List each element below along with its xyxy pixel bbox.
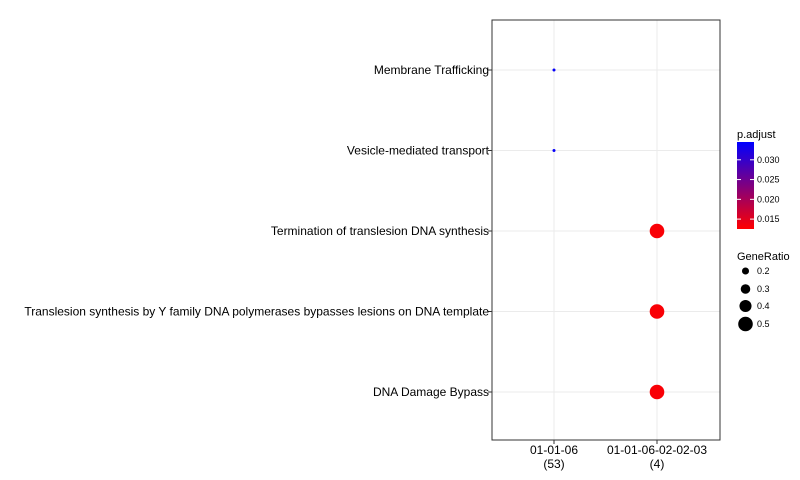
panel-background [492, 20, 720, 440]
size-legend-dot [739, 299, 752, 313]
x-axis: 01-01-06(53) 01-01-06-02-02-03(4) [530, 440, 707, 471]
grid-lines [492, 20, 720, 440]
x-tick-label: 01-01-06 [530, 443, 578, 457]
color-legend-tick-label: 0.015 [757, 214, 780, 224]
y-tick-label: DNA Damage Bypass [373, 385, 489, 399]
y-tick-label: Vesicle-mediated transport [347, 144, 490, 158]
color-legend-tick-label: 0.030 [757, 155, 780, 165]
color-legend-ticks: 0.030 0.025 0.020 0.015 [737, 155, 780, 224]
size-legend-items: 0.2 0.3 0.4 0.5 [738, 266, 770, 332]
y-axis: Membrane Trafficking Vesicle-mediated tra… [24, 63, 492, 399]
data-point [649, 223, 665, 239]
data-point [552, 68, 556, 72]
size-legend-label: 0.3 [757, 284, 770, 294]
color-legend: p.adjust 0.030 0.025 0.020 0.015 [737, 129, 780, 229]
size-legend-label: 0.4 [757, 301, 770, 311]
size-legend-dot [738, 316, 753, 332]
size-legend-dot [740, 284, 751, 294]
size-legend-label: 0.2 [757, 266, 770, 276]
x-tick-count: (53) [543, 457, 564, 471]
size-legend-label: 0.5 [757, 319, 770, 329]
x-tick-label: 01-01-06-02-02-03 [607, 443, 707, 457]
color-legend-bar [737, 142, 754, 229]
size-legend-title: GeneRatio [737, 251, 790, 263]
x-tick-count: (4) [650, 457, 665, 471]
y-tick-label: Membrane Trafficking [374, 63, 489, 77]
data-points [552, 68, 665, 400]
data-point [649, 384, 665, 400]
data-point [552, 149, 556, 152]
data-point [649, 304, 665, 319]
color-legend-title: p.adjust [737, 129, 776, 141]
panel-border [491, 19, 721, 441]
color-legend-tick-label: 0.025 [757, 175, 780, 185]
plot-panel [491, 19, 721, 441]
color-legend-tick-label: 0.020 [757, 194, 780, 204]
size-legend: GeneRatio 0.2 0.3 0.4 0.5 [737, 251, 790, 332]
y-tick-label: Termination of translesion DNA synthesis [271, 224, 489, 238]
size-legend-dot [741, 267, 750, 275]
y-tick-label: Translesion synthesis by Y family DNA po… [24, 305, 489, 319]
